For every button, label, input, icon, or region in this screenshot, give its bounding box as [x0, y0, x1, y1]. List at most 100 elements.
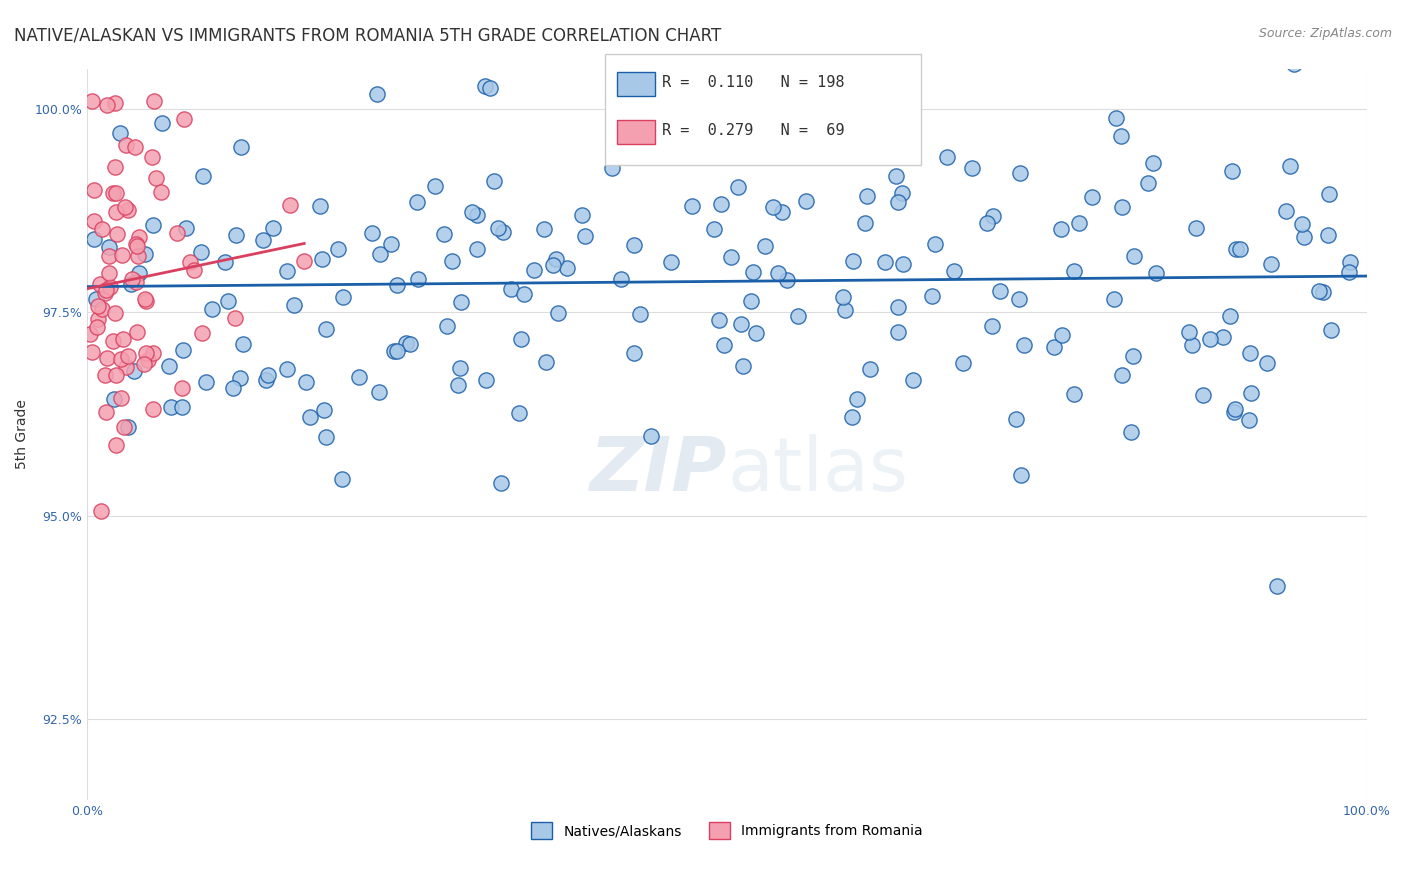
Natives/Alaskans: [276, 264, 298, 278]
Natives/Alaskans: [1212, 330, 1234, 344]
Natives/Alaskans: [873, 255, 896, 269]
Natives/Alaskans: [510, 332, 533, 346]
Immigrants from Romania: [127, 249, 149, 263]
Immigrants from Romania: [104, 160, 127, 174]
Natives/Alaskans: [172, 343, 194, 357]
Immigrants from Romania: [86, 320, 108, 334]
Immigrants from Romania: [115, 359, 138, 374]
Natives/Alaskans: [546, 252, 568, 266]
Natives/Alaskans: [1050, 222, 1073, 236]
Natives/Alaskans: [135, 33, 157, 47]
Natives/Alaskans: [103, 392, 125, 407]
Natives/Alaskans: [856, 189, 879, 203]
Natives/Alaskans: [1184, 221, 1206, 235]
Natives/Alaskans: [326, 242, 349, 256]
Immigrants from Romania: [105, 227, 128, 242]
Natives/Alaskans: [1260, 257, 1282, 271]
Natives/Alaskans: [195, 375, 218, 389]
Immigrants from Romania: [170, 381, 193, 395]
Immigrants from Romania: [89, 277, 111, 291]
Immigrants from Romania: [104, 438, 127, 452]
Immigrants from Romania: [94, 368, 117, 383]
Natives/Alaskans: [225, 228, 247, 243]
Natives/Alaskans: [398, 337, 420, 351]
Natives/Alaskans: [214, 255, 236, 269]
Natives/Alaskans: [315, 322, 337, 336]
Natives/Alaskans: [1119, 425, 1142, 439]
Natives/Alaskans: [447, 377, 470, 392]
Natives/Alaskans: [943, 264, 966, 278]
Natives/Alaskans: [952, 356, 974, 370]
Natives/Alaskans: [489, 476, 512, 491]
Natives/Alaskans: [1225, 402, 1247, 417]
Text: Source: ZipAtlas.com: Source: ZipAtlas.com: [1258, 27, 1392, 40]
Immigrants from Romania: [91, 301, 114, 316]
Natives/Alaskans: [980, 318, 1002, 333]
Natives/Alaskans: [731, 359, 754, 374]
Natives/Alaskans: [332, 290, 354, 304]
Immigrants from Romania: [111, 248, 134, 262]
Natives/Alaskans: [395, 336, 418, 351]
Immigrants from Romania: [90, 222, 112, 236]
Natives/Alaskans: [1275, 203, 1298, 218]
Natives/Alaskans: [602, 161, 624, 175]
Natives/Alaskans: [740, 294, 762, 309]
Immigrants from Romania: [96, 98, 118, 112]
Natives/Alaskans: [1225, 242, 1247, 256]
Immigrants from Romania: [191, 326, 214, 341]
Immigrants from Romania: [173, 112, 195, 126]
Immigrants from Romania: [111, 332, 134, 346]
Natives/Alaskans: [124, 364, 146, 378]
Natives/Alaskans: [475, 373, 498, 387]
Immigrants from Romania: [93, 285, 115, 300]
Immigrants from Romania: [127, 325, 149, 339]
Immigrants from Romania: [224, 311, 246, 326]
Natives/Alaskans: [1312, 285, 1334, 299]
Natives/Alaskans: [1308, 284, 1330, 298]
Natives/Alaskans: [315, 430, 337, 444]
Natives/Alaskans: [786, 310, 808, 324]
Natives/Alaskans: [1320, 323, 1343, 337]
Natives/Alaskans: [1105, 111, 1128, 125]
Natives/Alaskans: [1043, 340, 1066, 354]
Natives/Alaskans: [436, 318, 458, 333]
Immigrants from Romania: [110, 352, 132, 367]
Natives/Alaskans: [659, 255, 682, 269]
Natives/Alaskans: [217, 293, 239, 308]
Natives/Alaskans: [1050, 328, 1073, 343]
Immigrants from Romania: [101, 186, 124, 201]
Natives/Alaskans: [406, 194, 429, 209]
Natives/Alaskans: [83, 232, 105, 246]
Natives/Alaskans: [924, 237, 946, 252]
Natives/Alaskans: [1136, 176, 1159, 190]
Natives/Alaskans: [262, 220, 284, 235]
Immigrants from Romania: [142, 346, 165, 360]
Immigrants from Romania: [134, 293, 156, 307]
Natives/Alaskans: [1291, 217, 1313, 231]
Immigrants from Romania: [127, 239, 149, 253]
Text: NATIVE/ALASKAN VS IMMIGRANTS FROM ROMANIA 5TH GRADE CORRELATION CHART: NATIVE/ALASKAN VS IMMIGRANTS FROM ROMANI…: [14, 27, 721, 45]
Immigrants from Romania: [117, 349, 139, 363]
Immigrants from Romania: [132, 357, 155, 371]
Natives/Alaskans: [380, 236, 402, 251]
Immigrants from Romania: [278, 198, 301, 212]
Immigrants from Romania: [115, 137, 138, 152]
Immigrants from Romania: [90, 504, 112, 518]
Immigrants from Romania: [166, 226, 188, 240]
Natives/Alaskans: [1005, 412, 1028, 426]
Natives/Alaskans: [1317, 228, 1340, 243]
Natives/Alaskans: [159, 400, 181, 414]
Immigrants from Romania: [128, 229, 150, 244]
Natives/Alaskans: [832, 290, 855, 304]
Natives/Alaskans: [465, 242, 488, 256]
Natives/Alaskans: [574, 229, 596, 244]
Natives/Alaskans: [449, 361, 471, 376]
Natives/Alaskans: [1240, 386, 1263, 401]
Natives/Alaskans: [845, 392, 868, 406]
Natives/Alaskans: [1237, 413, 1260, 427]
Natives/Alaskans: [174, 220, 197, 235]
Text: R =  0.279   N =  69: R = 0.279 N = 69: [662, 123, 845, 137]
Immigrants from Romania: [183, 262, 205, 277]
Text: ZIP: ZIP: [591, 434, 727, 508]
Natives/Alaskans: [1122, 349, 1144, 363]
